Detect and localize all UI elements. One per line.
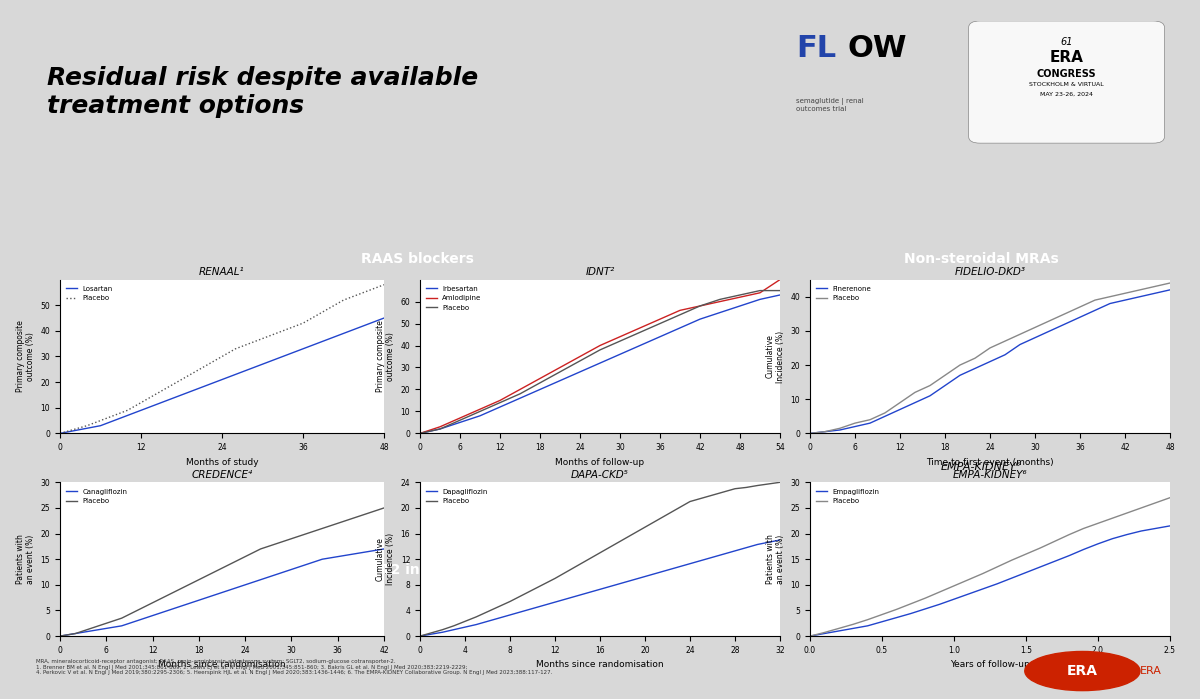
Text: RAAS blockers: RAAS blockers	[360, 252, 474, 266]
Y-axis label: Primary composite
outcome (%): Primary composite outcome (%)	[376, 321, 395, 392]
Title: FIDELIO-DKD³: FIDELIO-DKD³	[954, 268, 1026, 278]
Y-axis label: Cumulative
Incidence (%): Cumulative Incidence (%)	[766, 331, 785, 382]
Text: semaglutide | renal
outcomes trial: semaglutide | renal outcomes trial	[796, 98, 864, 112]
Text: ERA: ERA	[1050, 50, 1084, 65]
Legend: Empagliflozin, Placebo: Empagliflozin, Placebo	[814, 486, 882, 507]
X-axis label: Years of follow-up: Years of follow-up	[950, 661, 1030, 670]
X-axis label: Months since randomisation: Months since randomisation	[536, 661, 664, 670]
Legend: Canagliflozin, Placebo: Canagliflozin, Placebo	[64, 486, 130, 507]
X-axis label: Months since randomisation: Months since randomisation	[158, 661, 286, 670]
Text: EMPA-KIDNEY⁶: EMPA-KIDNEY⁶	[941, 461, 1021, 472]
Legend: Dapagliflozin, Placebo: Dapagliflozin, Placebo	[424, 486, 491, 507]
X-axis label: Time to first event (months): Time to first event (months)	[926, 458, 1054, 467]
Y-axis label: Cumulative
Incidence (%): Cumulative Incidence (%)	[376, 533, 395, 585]
Text: Residual risk despite available
treatment options: Residual risk despite available treatmen…	[47, 66, 479, 118]
Text: Non-steroidal MRAs: Non-steroidal MRAs	[904, 252, 1058, 266]
Text: ERA: ERA	[1140, 666, 1162, 676]
Circle shape	[1025, 651, 1140, 691]
Title: CREDENCE⁴: CREDENCE⁴	[192, 470, 252, 480]
X-axis label: Months of follow-up: Months of follow-up	[556, 458, 644, 467]
Title: EMPA-KIDNEY⁶: EMPA-KIDNEY⁶	[953, 470, 1027, 480]
Title: IDNT²: IDNT²	[586, 268, 614, 278]
Y-axis label: Primary composite
outcome (%): Primary composite outcome (%)	[16, 321, 35, 392]
Legend: Losartan, Placebo: Losartan, Placebo	[64, 283, 115, 304]
Y-axis label: Patients with
an event (%): Patients with an event (%)	[766, 534, 785, 584]
Text: MRA, mineralocorticoid-receptor antagonist; RAAS, renin-angiotensin-aldosterone : MRA, mineralocorticoid-receptor antagoni…	[36, 658, 552, 675]
Text: FL: FL	[796, 34, 836, 63]
Text: MAY 23-26, 2024: MAY 23-26, 2024	[1040, 92, 1093, 96]
X-axis label: Months of study: Months of study	[186, 458, 258, 467]
Text: CONGRESS: CONGRESS	[1037, 69, 1097, 79]
Legend: Irbesartan, Amlodipine, Placebo: Irbesartan, Amlodipine, Placebo	[424, 283, 485, 314]
Text: ERA: ERA	[1067, 664, 1098, 678]
Text: SGLT2 inhibitors: SGLT2 inhibitors	[354, 563, 480, 577]
Legend: Finerenone, Placebo: Finerenone, Placebo	[814, 283, 874, 304]
FancyBboxPatch shape	[968, 21, 1164, 143]
Title: RENAAL¹: RENAAL¹	[199, 268, 245, 278]
Y-axis label: Patients with
an event (%): Patients with an event (%)	[16, 534, 35, 584]
Text: OW: OW	[847, 34, 907, 63]
Text: 61: 61	[1061, 37, 1073, 47]
Text: STOCKHOLM & VIRTUAL: STOCKHOLM & VIRTUAL	[1030, 82, 1104, 87]
Title: DAPA-CKD⁵: DAPA-CKD⁵	[571, 470, 629, 480]
